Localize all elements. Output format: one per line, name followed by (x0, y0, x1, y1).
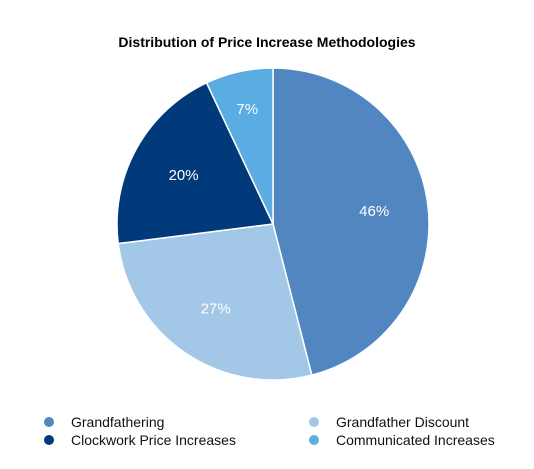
pie-slice-clockwork-price-increases (116, 81, 275, 245)
slice-data-label: 7% (236, 101, 258, 118)
legend-label: Grandfather Discount (336, 413, 470, 430)
legend-item-grandfather-discount: Grandfather Discount (309, 413, 469, 430)
slice-data-label: 20% (169, 167, 199, 184)
slice-data-label: 46% (359, 203, 389, 220)
legend-swatch (309, 434, 319, 445)
pie-slice-grandfather-discount (117, 223, 313, 381)
legend-label: Clockwork Price Increases (71, 431, 236, 448)
pie-slice-communicated-increases (205, 67, 274, 225)
pie-slice-grandfathering (272, 67, 430, 377)
legend-item-grandfathering: Grandfathering (44, 413, 164, 430)
slice-data-label: 27% (201, 300, 231, 317)
legend-swatch (44, 416, 54, 427)
legend-swatch (44, 434, 54, 445)
legend-swatch (309, 416, 319, 427)
legend-label: Communicated Increases (336, 431, 495, 448)
pie-chart: 46% 27% 20% 7% (116, 67, 430, 381)
legend-label: Grandfathering (71, 413, 165, 430)
chart-title: Distribution of Price Increase Methodolo… (118, 34, 416, 50)
legend: Grandfathering Grandfather Discount Cloc… (0, 413, 534, 453)
legend-item-communicated-increases: Communicated Increases (309, 431, 495, 448)
legend-item-clockwork-price-increases: Clockwork Price Increases (44, 431, 236, 448)
